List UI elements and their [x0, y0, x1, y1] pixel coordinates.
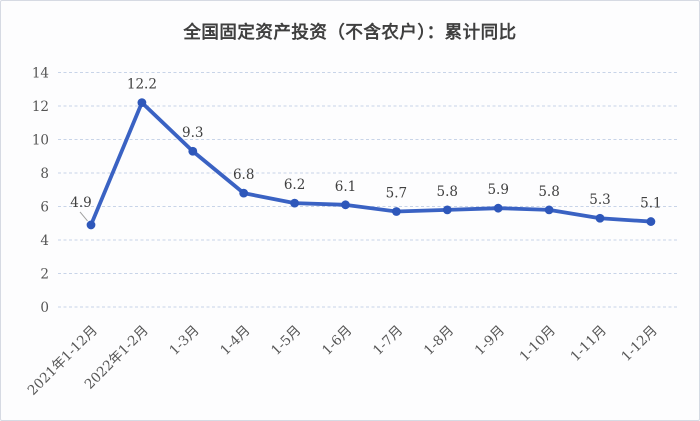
- data-label: 6.8: [233, 167, 254, 183]
- x-axis-tick-label: 1-6月: [319, 323, 355, 359]
- data-point-marker: [290, 198, 299, 208]
- y-axis-tick-label: 14: [32, 66, 49, 82]
- data-point-marker: [341, 200, 350, 210]
- data-label: 4.9: [70, 195, 91, 211]
- data-label: 5.7: [386, 186, 407, 202]
- chart-title: 全国固定资产投资（不含农户）：累计同比: [183, 22, 517, 42]
- data-label: 12.2: [127, 77, 157, 93]
- data-label: 6.2: [284, 177, 305, 193]
- data-label: 6.1: [335, 179, 356, 195]
- x-axis-tick-label: 1-8月: [421, 323, 457, 359]
- x-axis-tick-label: 1-11月: [568, 323, 610, 365]
- data-point-marker: [392, 207, 401, 216]
- y-axis-tick-label: 2: [40, 267, 49, 283]
- label-leader-line: [79, 211, 88, 222]
- series-line: [89, 100, 653, 227]
- x-axis-tick-label: 1-3月: [166, 323, 202, 359]
- data-label: 5.3: [589, 192, 610, 208]
- data-point-marker: [493, 203, 503, 213]
- data-label: 5.1: [640, 196, 661, 212]
- data-point-marker: [188, 146, 198, 156]
- x-axis-tick-label: 1-5月: [268, 323, 304, 359]
- data-label: 5.8: [538, 184, 559, 200]
- x-axis-tick-label: 1-4月: [217, 323, 253, 359]
- data-point-marker: [86, 220, 96, 230]
- x-axis-tick-label: 1-10月: [517, 323, 559, 365]
- data-point-marker: [137, 98, 147, 108]
- data-point-marker: [442, 205, 452, 215]
- y-axis-tick-label: 8: [40, 166, 49, 182]
- y-axis-tick-label: 0: [40, 300, 49, 316]
- data-label: 9.3: [182, 125, 203, 141]
- data-point-marker: [239, 188, 249, 198]
- x-axis-tick-label: 1-12月: [618, 323, 660, 365]
- y-axis-tick-label: 10: [32, 133, 49, 149]
- y-axis-tick-label: 12: [32, 99, 49, 115]
- data-label: 5.8: [437, 184, 458, 200]
- x-axis-tick-label: 1-9月: [472, 323, 508, 359]
- data-point-marker: [544, 205, 554, 215]
- y-axis-tick-label: 6: [40, 200, 49, 216]
- x-axis-tick-label: 1-7月: [370, 323, 406, 359]
- y-axis-tick-label: 4: [40, 233, 49, 249]
- data-label: 5.9: [487, 182, 508, 198]
- data-point-marker: [646, 217, 656, 226]
- data-point-marker: [595, 213, 605, 223]
